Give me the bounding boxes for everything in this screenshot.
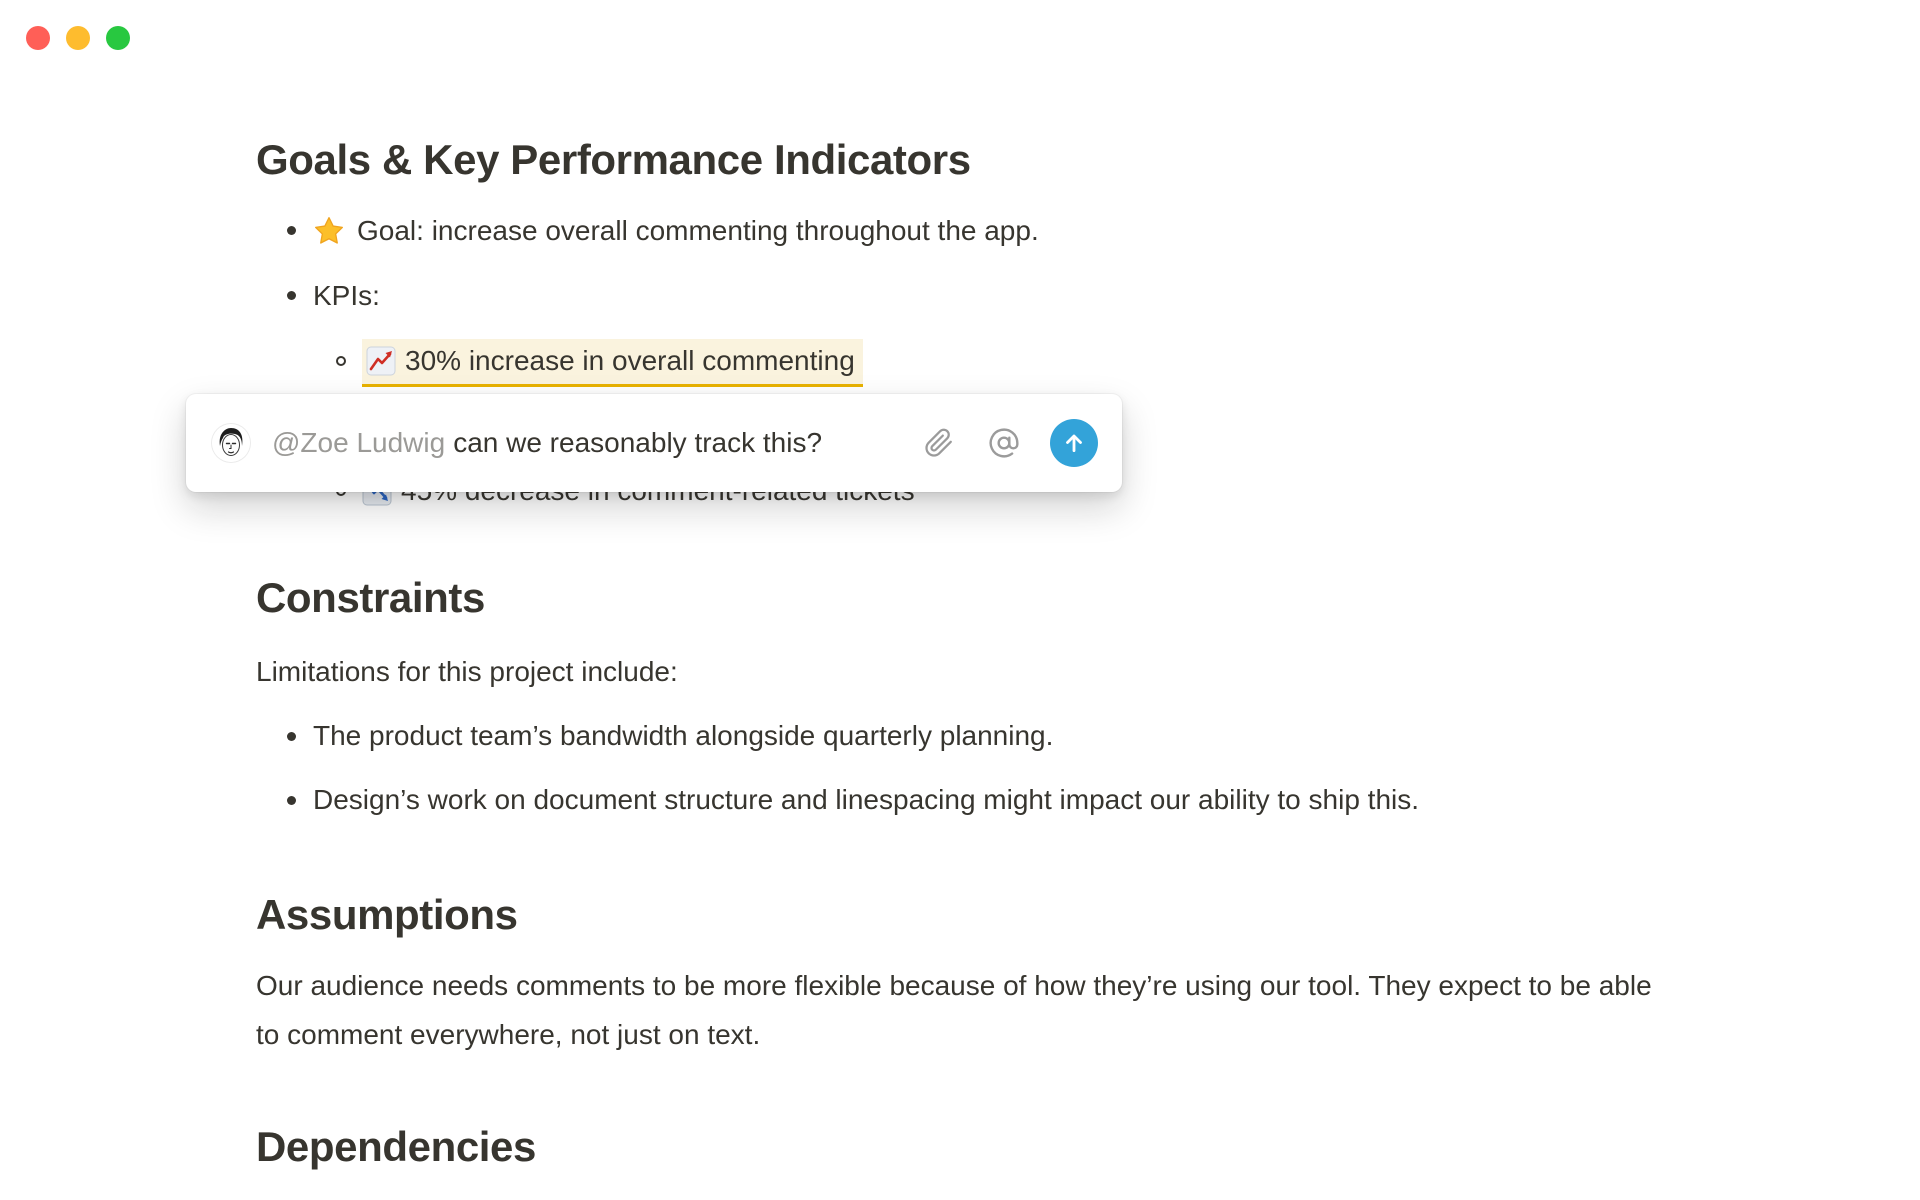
bullet-marker (287, 731, 296, 741)
bullet-marker (287, 291, 296, 300)
heading-constraints[interactable]: Constraints (256, 574, 485, 621)
heading-assumptions[interactable]: Assumptions (256, 891, 518, 938)
user-mention[interactable]: @Zoe Ludwig (272, 427, 446, 458)
heading-goals-kpis[interactable]: Goals & Key Performance Indicators (256, 136, 971, 183)
send-arrow-icon[interactable] (1050, 419, 1098, 467)
list-item[interactable]: KPIs: (256, 263, 1676, 328)
constraints-list: The product team’s bandwidth alongside q… (256, 704, 1676, 832)
bullet-marker (287, 226, 296, 235)
heading-dependencies[interactable]: Dependencies (256, 1123, 536, 1170)
sub-bullet-marker (336, 355, 346, 366)
zoom-window-button[interactable] (106, 26, 130, 50)
comment-message: can we reasonably track this? (453, 427, 823, 458)
at-mention-icon[interactable] (988, 427, 1020, 459)
constraint-2-text: Design’s work on document structure and … (313, 784, 1420, 815)
list-item-kpi-highlighted[interactable]: 30% increase in overall commenting (256, 328, 1676, 393)
document-page: Goals & Key Performance Indicators Goal:… (256, 0, 1676, 1174)
constraints-intro[interactable]: Limitations for this project include: (256, 656, 678, 687)
chart-increasing-emoji (366, 346, 396, 376)
list-item[interactable]: The product team’s bandwidth alongside q… (256, 704, 1676, 768)
paperclip-icon[interactable] (924, 428, 954, 458)
assumptions-paragraph[interactable]: Our audience needs comments to be more f… (256, 970, 1652, 1050)
comment-popup: @Zoe Ludwig can we reasonably track this? (186, 394, 1122, 492)
comment-input[interactable]: @Zoe Ludwig can we reasonably track this? (272, 427, 924, 459)
minimize-window-button[interactable] (66, 26, 90, 50)
window-controls (26, 26, 130, 50)
list-item[interactable]: Goal: increase overall commenting throug… (256, 198, 1676, 263)
bullet-marker (287, 795, 296, 805)
avatar (212, 424, 250, 462)
kpis-bullet-text: KPIs: (313, 279, 380, 311)
star-emoji (313, 215, 345, 247)
goal-bullet-text: Goal: increase overall commenting throug… (357, 214, 1039, 246)
kpi-1-text: 30% increase in overall commenting (405, 345, 855, 376)
comment-highlight[interactable]: 30% increase in overall commenting (362, 338, 863, 387)
constraint-1-text: The product team’s bandwidth alongside q… (313, 720, 1054, 751)
list-item[interactable]: Design’s work on document structure and … (256, 768, 1676, 832)
close-window-button[interactable] (26, 26, 50, 50)
